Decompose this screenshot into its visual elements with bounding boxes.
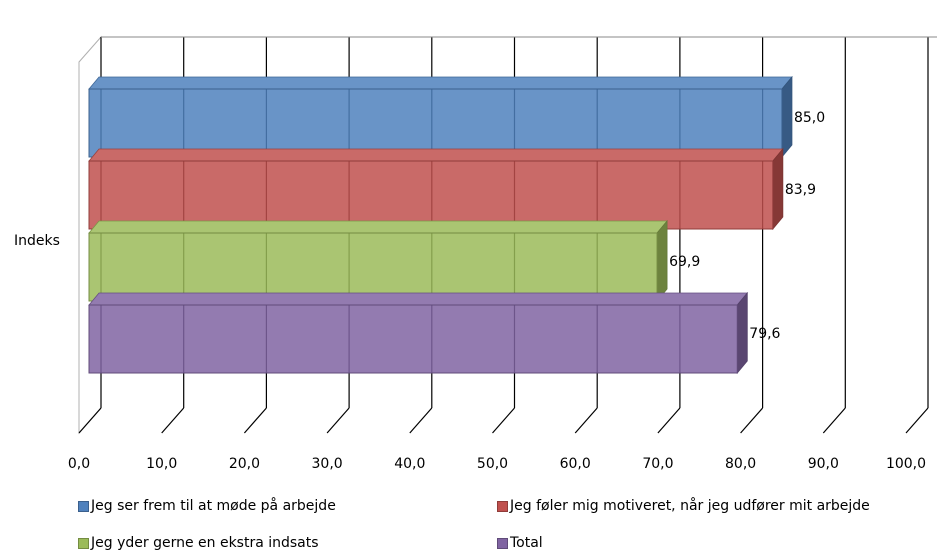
gridline (822, 407, 846, 434)
gridline (905, 407, 929, 434)
x-tick-label: 70,0 (642, 456, 673, 472)
x-tick-label: 40,0 (394, 456, 425, 472)
x-tick-label: 50,0 (477, 456, 508, 472)
data-label: 69,9 (669, 254, 700, 270)
bar-side-face (781, 75, 793, 159)
bar (88, 291, 749, 375)
gridline (492, 407, 515, 434)
bar-side-face (736, 291, 748, 375)
bar (88, 219, 668, 303)
gridline (161, 407, 185, 434)
bar-side-face (656, 219, 668, 303)
gridline (243, 407, 267, 434)
x-tick-label: 20,0 (229, 456, 260, 472)
bar-top-face (88, 220, 668, 234)
data-label: 83,9 (785, 182, 816, 198)
bar-front-face (88, 160, 774, 230)
bar-front-face (88, 88, 783, 158)
x-tick-label: 90,0 (808, 456, 839, 472)
x-tick-label: 0,0 (68, 456, 90, 472)
x-tick-label: 60,0 (560, 456, 591, 472)
gridline (740, 407, 764, 434)
x-tick-label: 30,0 (312, 456, 343, 472)
gridline (78, 407, 102, 434)
bar-side-face (772, 147, 784, 231)
gridline (409, 407, 433, 434)
data-label: 79,6 (749, 326, 780, 342)
bar-top-face (88, 76, 793, 90)
gridline (657, 407, 681, 434)
bar-front-face (88, 304, 738, 374)
bar-top-face (88, 148, 784, 162)
data-label: 85,0 (794, 110, 825, 126)
category-label: Indeks (14, 233, 60, 249)
data-labels: 85,0 83,9 69,9 79,6 (669, 110, 825, 342)
gridline (574, 407, 598, 434)
x-tick-label: 10,0 (146, 456, 177, 472)
bar (88, 147, 784, 231)
bar (88, 75, 793, 159)
gridline (326, 407, 350, 434)
x-tick-labels: 0,0 10,0 20,0 30,0 40,0 50,0 60,0 70,0 80,0 90,0 1… (68, 456, 926, 472)
x-tick-label: 100,0 (886, 456, 926, 472)
x-tick-label: 80,0 (725, 456, 756, 472)
bar-top-face (88, 292, 749, 306)
bar-front-face (88, 232, 658, 302)
bars (88, 75, 793, 375)
